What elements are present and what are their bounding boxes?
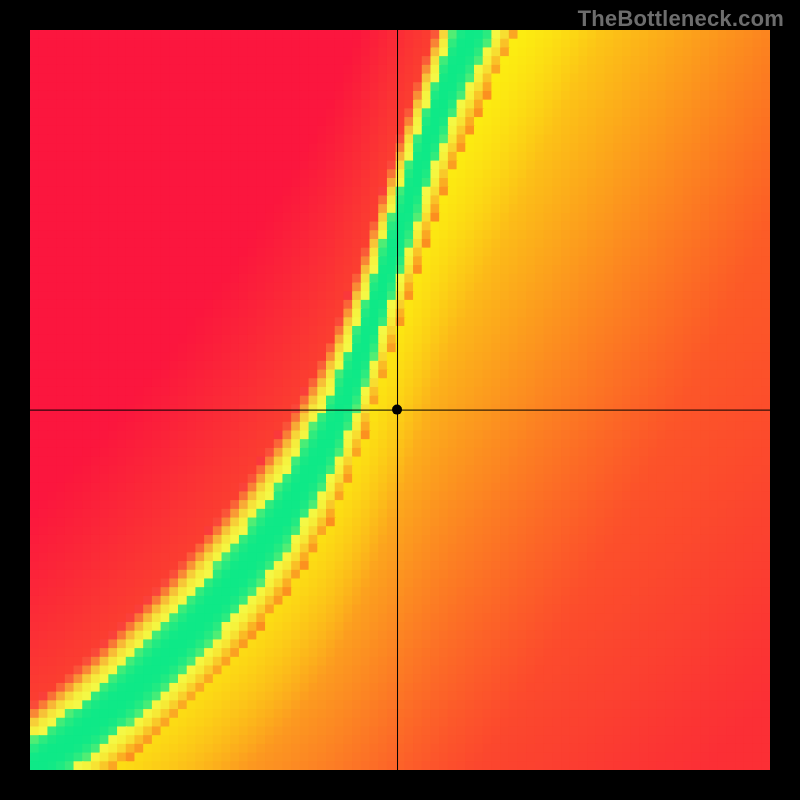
- heatmap-canvas: [30, 30, 770, 770]
- heatmap-plot: [30, 30, 770, 770]
- watermark-text: TheBottleneck.com: [578, 6, 784, 32]
